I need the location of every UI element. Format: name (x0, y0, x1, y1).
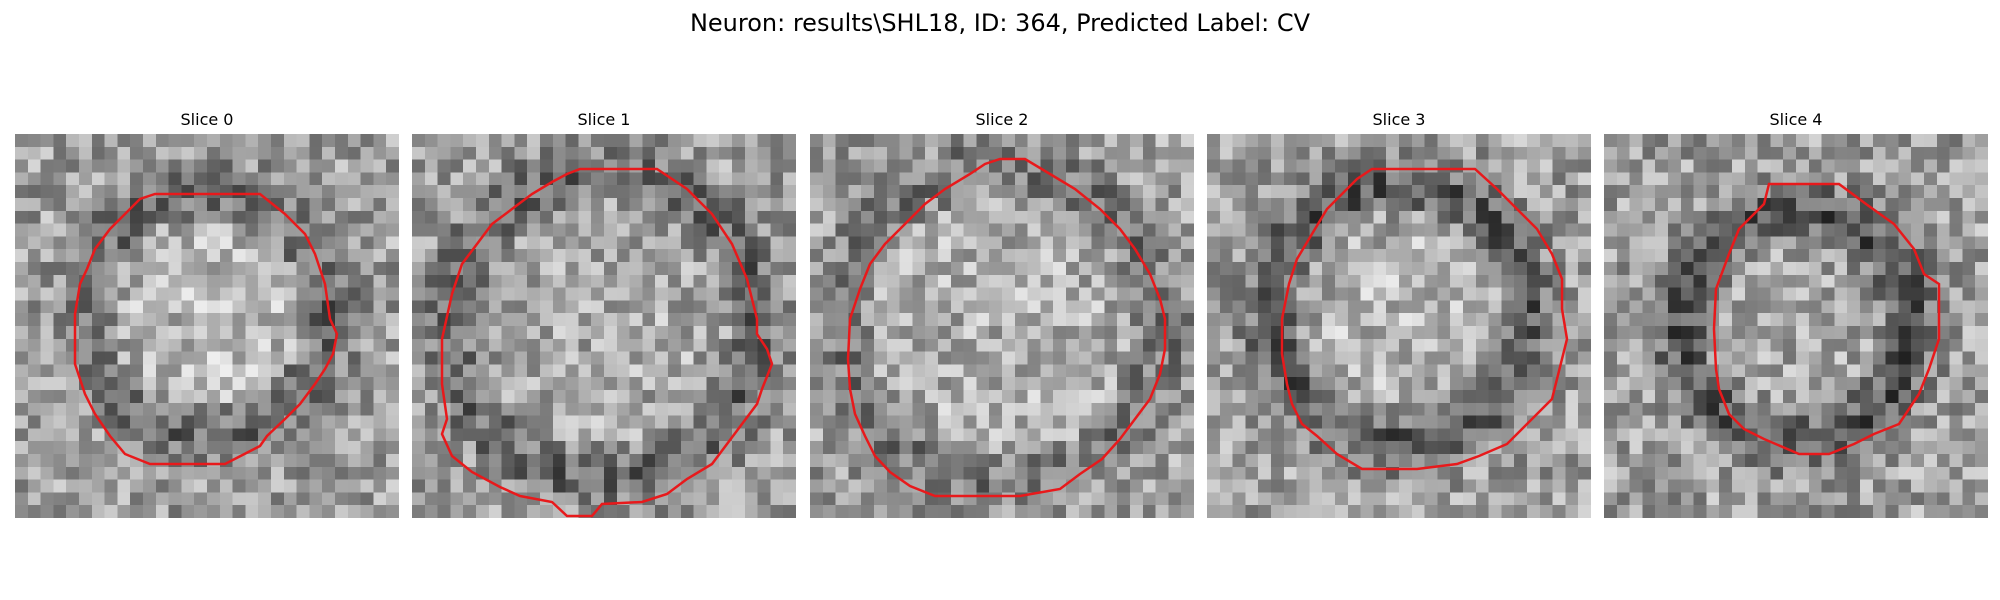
slice-image-4 (1604, 134, 1988, 518)
slice-panel-4: Slice 4 (1604, 110, 1988, 518)
slice-title-0: Slice 0 (180, 110, 234, 129)
segmentation-contour-3 (1280, 167, 1569, 471)
slice-title-2: Slice 2 (975, 110, 1029, 129)
slice-image-1 (412, 134, 796, 518)
slice-image-2 (810, 134, 1194, 518)
slice-image-0 (15, 134, 399, 518)
slice-title-3: Slice 3 (1372, 110, 1426, 129)
segmentation-contour-4 (1712, 182, 1941, 456)
slice-panel-1: Slice 1 (412, 110, 796, 518)
segmentation-contour-1 (440, 167, 774, 518)
slice-panel-2: Slice 2 (810, 110, 1194, 518)
slice-title-1: Slice 1 (577, 110, 631, 129)
slice-image-3 (1207, 134, 1591, 518)
slice-panel-3: Slice 3 (1207, 110, 1591, 518)
figure-title: Neuron: results\SHL18, ID: 364, Predicte… (689, 9, 1311, 37)
segmentation-contour-0 (73, 192, 339, 466)
slice-panel-0: Slice 0 (15, 110, 399, 518)
segmentation-contour-2 (846, 157, 1167, 498)
slice-title-4: Slice 4 (1769, 110, 1823, 129)
